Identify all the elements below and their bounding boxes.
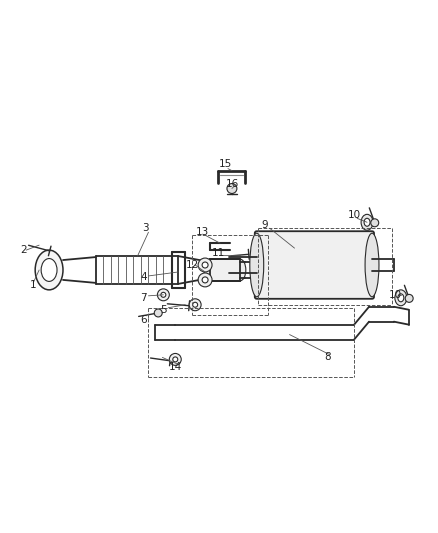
Ellipse shape	[250, 233, 264, 297]
Circle shape	[157, 289, 170, 301]
Bar	[210, 259, 240, 281]
Ellipse shape	[234, 259, 246, 281]
Text: 13: 13	[195, 227, 209, 237]
Ellipse shape	[364, 219, 370, 226]
Circle shape	[161, 292, 166, 297]
Text: 16: 16	[226, 179, 240, 189]
Text: 1: 1	[30, 280, 36, 290]
Text: 11: 11	[212, 248, 225, 258]
Ellipse shape	[395, 290, 407, 306]
Text: 6: 6	[140, 314, 147, 325]
Ellipse shape	[398, 294, 404, 302]
Ellipse shape	[41, 259, 57, 281]
Ellipse shape	[35, 250, 63, 290]
Text: 10: 10	[389, 290, 403, 300]
Text: 15: 15	[218, 159, 232, 168]
Circle shape	[405, 294, 413, 302]
Circle shape	[173, 357, 178, 362]
Text: 4: 4	[140, 272, 147, 282]
Circle shape	[202, 262, 208, 268]
Circle shape	[371, 219, 379, 227]
Circle shape	[189, 299, 201, 311]
Circle shape	[198, 258, 212, 272]
Circle shape	[170, 353, 181, 365]
Circle shape	[227, 183, 237, 193]
Circle shape	[198, 273, 212, 287]
Text: 5: 5	[160, 305, 167, 314]
Text: 9: 9	[261, 220, 268, 230]
Text: 10: 10	[348, 211, 361, 220]
Circle shape	[193, 302, 198, 307]
Text: 14: 14	[169, 362, 182, 373]
FancyBboxPatch shape	[255, 231, 374, 299]
Circle shape	[154, 309, 162, 317]
Text: 7: 7	[140, 293, 147, 303]
Ellipse shape	[365, 233, 379, 297]
Text: 3: 3	[142, 223, 149, 233]
Ellipse shape	[361, 214, 373, 230]
Text: 12: 12	[186, 260, 199, 270]
Circle shape	[202, 277, 208, 283]
Ellipse shape	[204, 259, 216, 281]
Text: 8: 8	[324, 352, 331, 362]
Text: 2: 2	[20, 245, 27, 255]
